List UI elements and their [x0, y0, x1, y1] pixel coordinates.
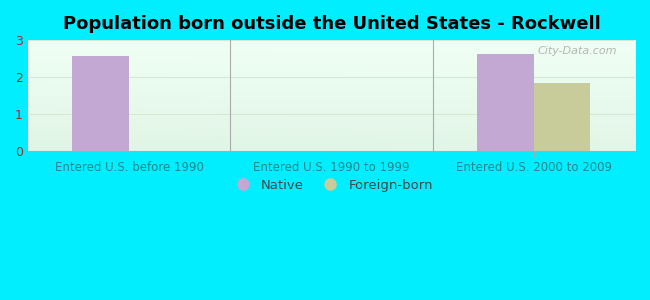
Bar	[534, 82, 590, 151]
Legend: Native, Foreign-born: Native, Foreign-born	[224, 174, 439, 197]
Bar	[72, 56, 129, 151]
Text: City-Data.com: City-Data.com	[538, 46, 617, 56]
Bar	[477, 54, 534, 151]
Title: Population born outside the United States - Rockwell: Population born outside the United State…	[62, 15, 601, 33]
